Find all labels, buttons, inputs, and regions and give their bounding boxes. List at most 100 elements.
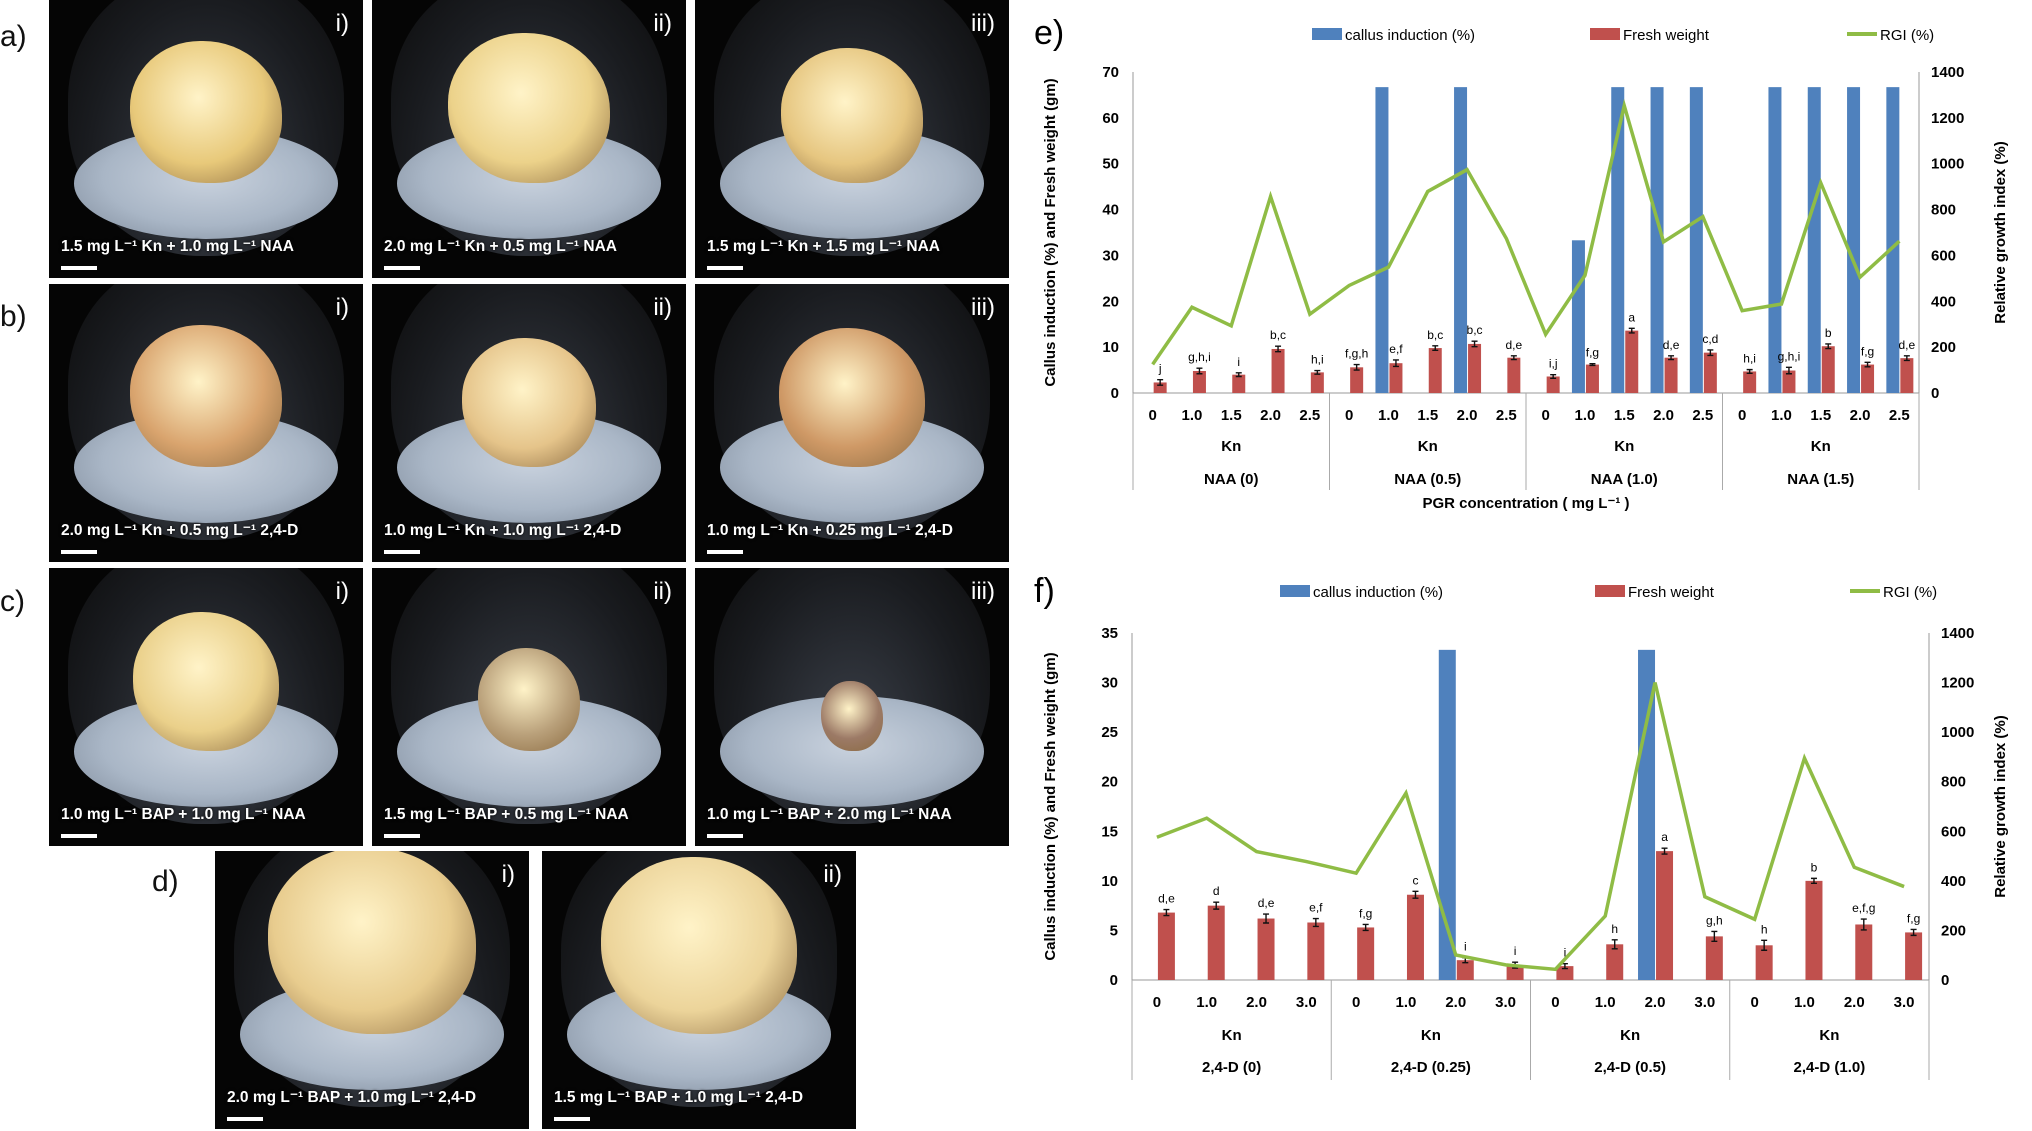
significance-letter: i: [1464, 940, 1467, 954]
callus-mass: [780, 48, 924, 184]
error-bar: [1810, 877, 1817, 885]
scale-bar: [707, 834, 743, 838]
significance-letter: f,g: [1861, 344, 1874, 358]
callus-photo-c-1: i) 1.0 mg L⁻¹ BAP + 1.0 mg L⁻¹ NAA: [49, 568, 363, 846]
photo-caption: 1.5 mg L⁻¹ BAP + 1.0 mg L⁻¹ 2,4-D: [554, 1089, 804, 1106]
bar-fresh-weight: [1625, 330, 1639, 393]
y2-tick-label: 1000: [1941, 724, 1974, 741]
photo-numeral: i): [501, 861, 515, 888]
callus-mass: [448, 32, 610, 184]
bar-fresh-weight: [1855, 924, 1873, 980]
line-rgi: [1151, 98, 1901, 366]
scale-bar: [384, 550, 420, 554]
bar-callus-induction: [1638, 649, 1656, 980]
chart-f: f) callus induction (%) Fresh weight RGI (%…: [1034, 572, 2009, 1080]
error-bar: [1312, 917, 1319, 928]
bar-callus-induction: [1571, 240, 1585, 393]
y-axis-title: Callus induction (%) and Fresh weight (g…: [1042, 78, 1059, 386]
category-label: 3.0: [1296, 994, 1317, 1011]
y-tick-label: 10: [1102, 339, 1119, 356]
scale-bar: [554, 1117, 590, 1121]
error-bar: [1314, 369, 1321, 375]
callus-mass: [477, 647, 581, 752]
significance-letter: i: [1564, 946, 1567, 960]
bar-fresh-weight: [1900, 358, 1914, 393]
category-label: 2.0: [1457, 407, 1478, 424]
bar-fresh-weight: [1606, 944, 1624, 980]
sub-label-kn: Kn: [1620, 1027, 1640, 1044]
error-bar: [1711, 930, 1718, 943]
sub-label-kn: Kn: [1811, 438, 1831, 455]
bar-fresh-weight: [1705, 936, 1723, 980]
group-label: 2,4-D (1.0): [1794, 1059, 1866, 1076]
significance-letter: e,f,g: [1852, 901, 1875, 915]
error-bar: [1785, 366, 1792, 375]
bar-fresh-weight: [1257, 918, 1275, 980]
bar-fresh-weight: [1389, 363, 1403, 393]
y2-tick-label: 200: [1931, 339, 1956, 356]
category-label: 1.0: [1396, 994, 1417, 1011]
error-bar: [1550, 373, 1557, 380]
y-axis-title: Callus induction (%) and Fresh weight (g…: [1042, 652, 1059, 960]
category-label: 2.0: [1850, 407, 1871, 424]
significance-letter: e,f: [1389, 342, 1403, 356]
error-bar: [1163, 908, 1170, 917]
bar-fresh-weight: [1157, 912, 1175, 980]
bar-fresh-weight: [1153, 382, 1167, 393]
error-bar: [1668, 355, 1675, 361]
y-tick-label: 25: [1101, 724, 1118, 741]
significance-letter: i,j: [1549, 357, 1558, 371]
sub-label-kn: Kn: [1614, 438, 1634, 455]
scale-bar: [707, 550, 743, 554]
panel-label: f): [1034, 572, 1055, 610]
bar-fresh-weight: [1546, 376, 1560, 393]
error-bar: [1611, 939, 1618, 950]
bar-fresh-weight: [1585, 364, 1599, 393]
category-label: 0: [1153, 994, 1161, 1011]
error-bar: [1903, 355, 1910, 362]
bar-fresh-weight: [1656, 851, 1674, 980]
bar-fresh-weight: [1192, 370, 1206, 393]
scale-bar: [61, 550, 97, 554]
photo-caption: 1.5 mg L⁻¹ BAP + 0.5 mg L⁻¹ NAA: [384, 806, 629, 823]
callus-photo-b-3: iii) 1.0 mg L⁻¹ Kn + 0.25 mg L⁻¹ 2,4-D: [695, 284, 1009, 562]
y2-tick-label: 0: [1941, 972, 1949, 989]
category-label: 2.0: [1246, 994, 1267, 1011]
y-tick-label: 10: [1101, 873, 1118, 890]
bar-callus-induction: [1689, 87, 1703, 393]
y2-tick-label: 1400: [1941, 625, 1974, 642]
callus-photo-a-2: ii) 2.0 mg L⁻¹ Kn + 0.5 mg L⁻¹ NAA: [372, 0, 686, 278]
sub-label-kn: Kn: [1819, 1027, 1839, 1044]
bar-fresh-weight: [1357, 927, 1375, 980]
significance-letter: h: [1761, 922, 1768, 936]
callus-mass: [130, 40, 282, 184]
significance-letter: h,i: [1743, 352, 1756, 366]
bar-fresh-weight: [1310, 372, 1324, 393]
bar-fresh-weight: [1861, 364, 1875, 393]
error-bar: [1864, 361, 1871, 368]
sub-label-kn: Kn: [1421, 1027, 1441, 1044]
legend-fresh: Fresh weight: [1623, 27, 1710, 44]
category-label: 3.0: [1694, 994, 1715, 1011]
group-label: NAA (1.0): [1591, 471, 1658, 488]
error-bar: [1275, 345, 1282, 353]
legend-rgi: RGI (%): [1880, 27, 1934, 44]
photo-numeral: iii): [971, 10, 995, 37]
sub-label-kn: Kn: [1418, 438, 1438, 455]
callus-mass: [132, 612, 280, 752]
y2-tick-label: 600: [1941, 823, 1966, 840]
y2-tick-label: 1000: [1931, 156, 1964, 173]
bar-callus-induction: [1847, 87, 1861, 393]
photo-numeral: iii): [971, 294, 995, 321]
photo-numeral: i): [335, 578, 349, 605]
significance-letter: d,e: [1899, 338, 1916, 352]
photo-numeral: i): [335, 10, 349, 37]
bar-callus-induction: [1886, 87, 1900, 393]
category-label: 1.0: [1771, 407, 1792, 424]
photo-caption: 1.0 mg L⁻¹ Kn + 1.0 mg L⁻¹ 2,4-D: [384, 522, 622, 539]
callus-mass: [821, 680, 883, 752]
photo-numeral: ii): [653, 294, 672, 321]
category-label: 1.5: [1417, 407, 1438, 424]
significance-letter: d,e: [1258, 896, 1275, 910]
